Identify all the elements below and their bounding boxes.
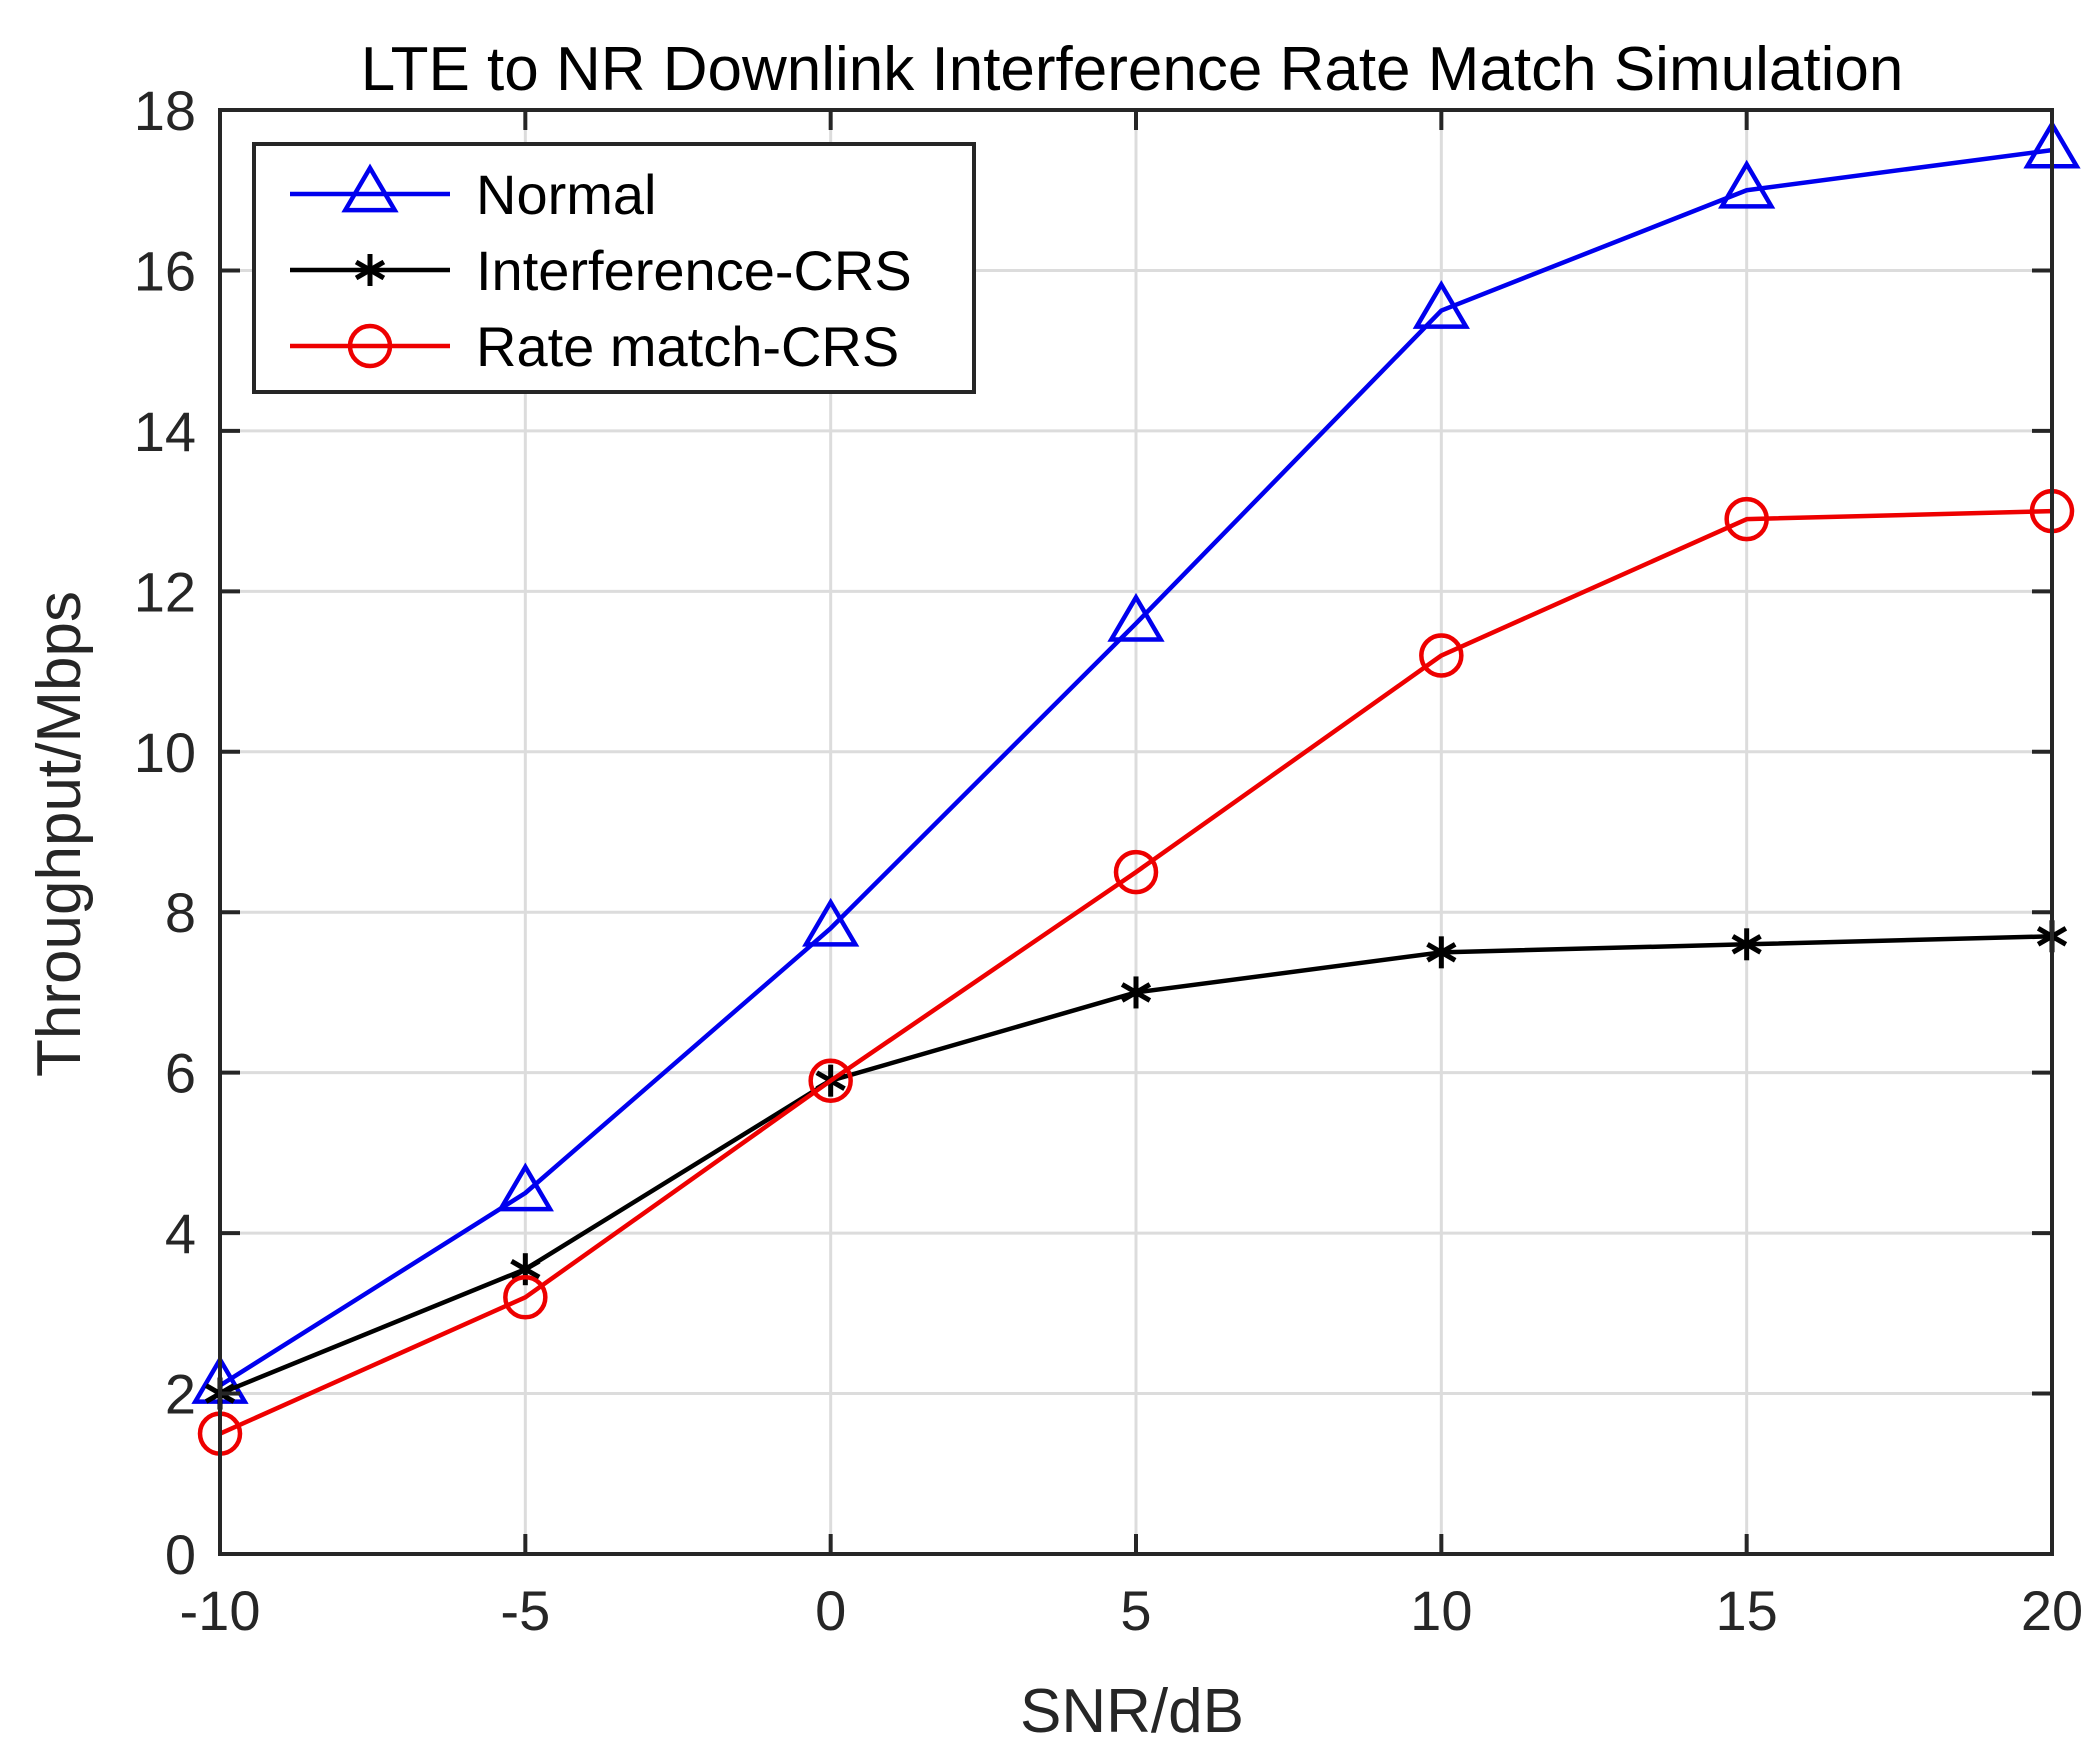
data-point-triangle — [496, 1162, 554, 1212]
data-point-circle — [503, 1275, 548, 1320]
legend-item: Normal — [290, 163, 656, 226]
data-point-asterisk — [1120, 976, 1152, 1009]
x-axis-tick-labels: -10 -5 0 5 10 15 20 — [180, 1579, 2084, 1642]
y-tick-label: 6 — [165, 1042, 196, 1105]
legend-marker-triangle — [341, 163, 399, 213]
y-tick-label: 16 — [134, 239, 196, 302]
chart-legend: Normal Interference-CRS Rate match-CRS — [252, 142, 976, 394]
data-point-triangle — [1107, 592, 1165, 642]
asterisk-stroke — [510, 1259, 541, 1280]
data-point-triangle — [802, 897, 860, 947]
legend-label: Interference-CRS — [476, 239, 912, 302]
data-point-circle — [1113, 849, 1159, 895]
chart-title: LTE to NR Downlink Interference Rate Mat… — [361, 35, 1904, 104]
x-tick-label: 5 — [1120, 1579, 1151, 1642]
asterisk-stroke — [1426, 942, 1457, 963]
x-tick-label: -10 — [180, 1579, 261, 1642]
x-tick-label: -5 — [500, 1579, 550, 1642]
x-tick-label: 0 — [815, 1579, 846, 1642]
y-tick-label: 14 — [134, 400, 196, 463]
data-point-triangle — [1412, 280, 1470, 329]
data-point-asterisk — [1426, 936, 1457, 969]
series-line — [218, 147, 2053, 1388]
legend-label: Normal — [476, 163, 656, 226]
x-tick-label: 20 — [2021, 1579, 2083, 1642]
data-point-triangle — [1718, 159, 1776, 209]
y-tick-label: 4 — [165, 1202, 196, 1265]
series-rate-match-crs — [197, 488, 2075, 1456]
x-axis-label: SNR/dB — [1020, 1677, 1244, 1746]
y-tick-label: 18 — [134, 79, 196, 142]
data-point-circle — [808, 1058, 853, 1103]
x-tick-label: 15 — [1716, 1579, 1778, 1642]
legend-item: Interference-CRS — [290, 239, 912, 302]
legend-item: Rate match-CRS — [290, 315, 899, 378]
y-tick-label: 2 — [165, 1363, 196, 1426]
x-tick-label: 10 — [1410, 1579, 1472, 1642]
asterisk-stroke — [1120, 982, 1152, 1003]
y-tick-label: 12 — [134, 560, 196, 623]
y-tick-label: 8 — [165, 881, 196, 944]
series-line — [219, 508, 2053, 1436]
data-point-asterisk — [510, 1253, 541, 1286]
legend-marker-circle — [347, 323, 393, 369]
y-tick-label: 10 — [134, 721, 196, 784]
y-tick-label: 0 — [165, 1523, 196, 1586]
y-axis-label: Throughput/Mbps — [25, 591, 94, 1077]
series-interference-crs — [204, 920, 2068, 1410]
data-point-asterisk — [1731, 928, 1762, 961]
legend-label: Rate match-CRS — [476, 315, 899, 378]
y-axis-tick-labels: 0 2 4 6 8 10 12 14 16 18 — [134, 79, 196, 1586]
data-point-circle — [1724, 496, 1769, 542]
asterisk-stroke — [354, 259, 386, 281]
asterisk-stroke — [1731, 934, 1762, 955]
data-point-circle — [1419, 633, 1464, 678]
legend-marker-asterisk — [354, 254, 386, 286]
axis-ticks — [218, 108, 2054, 1556]
